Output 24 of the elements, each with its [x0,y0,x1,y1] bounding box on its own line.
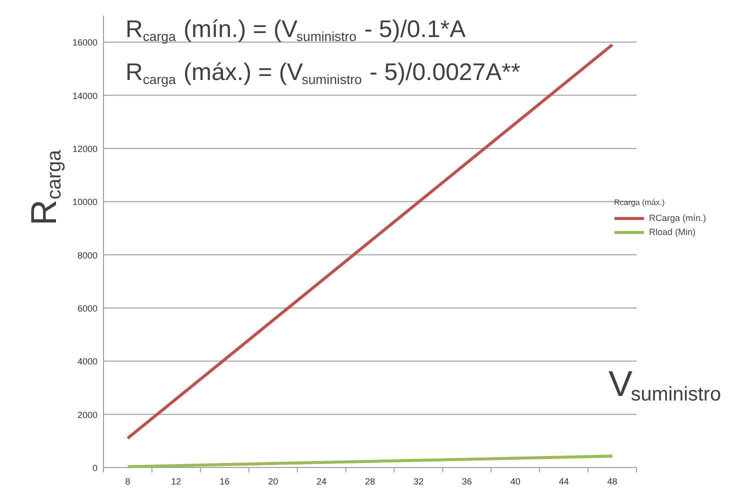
legend-label: RCarga (mín.) [649,212,706,224]
x-tick-label: 48 [607,476,618,486]
y-tick-label: 2000 [77,410,98,420]
y-tick-label: 8000 [77,250,98,260]
legend-title: Rcarga (máx.) [614,198,666,207]
x-tick-label: 24 [316,476,327,486]
x-tick-label: 12 [171,476,182,486]
x-tick-label: 20 [268,476,278,486]
y-tick-label: 12000 [72,144,98,154]
x-tick-label: 8 [125,476,130,486]
x-tick-label: 36 [462,476,472,486]
x-tick-label: 44 [558,476,569,486]
y-tick-label: 14000 [72,90,98,101]
y-tick-label: 6000 [77,303,98,314]
x-tick-label: 16 [220,476,230,486]
y-tick-label: 16000 [72,38,98,48]
x-tick-label: 28 [364,476,376,486]
legend-label: Rload (Min) [649,226,696,238]
text: Rcarga [23,150,66,226]
y-tick-label: 10000 [72,197,98,208]
y-tick-label: 0 [92,463,98,473]
x-tick-label: 32 [413,476,424,486]
x-tick-label: 40 [510,476,520,486]
y-tick-label: 4000 [77,356,98,367]
